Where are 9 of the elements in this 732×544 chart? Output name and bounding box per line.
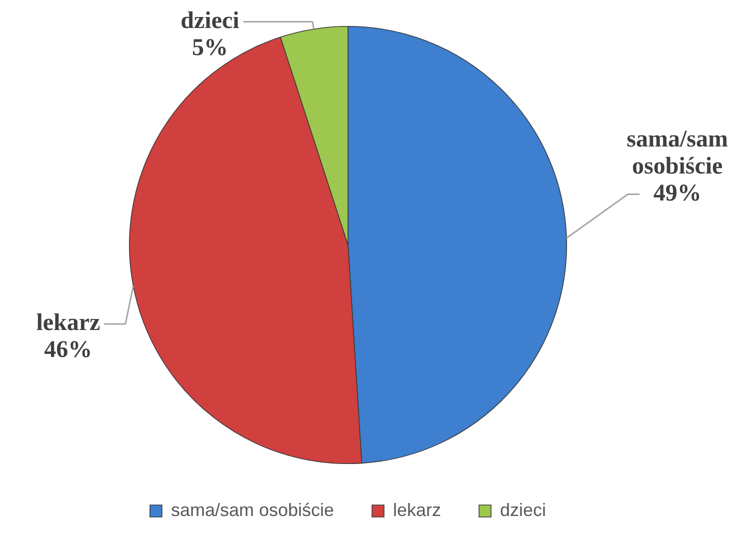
data-label: 5% bbox=[192, 34, 228, 61]
slice-label: lekarz bbox=[36, 310, 101, 336]
legend-label: lekarz bbox=[393, 500, 442, 520]
data-label: 49% bbox=[653, 180, 702, 206]
slice-label: dzieci bbox=[180, 8, 240, 34]
legend-label: dzieci bbox=[500, 500, 546, 520]
data-label: 46% bbox=[44, 337, 92, 364]
slice-label: sama/sam osobiście bbox=[626, 126, 728, 180]
legend-label: sama/sam osobiście bbox=[170, 500, 334, 520]
